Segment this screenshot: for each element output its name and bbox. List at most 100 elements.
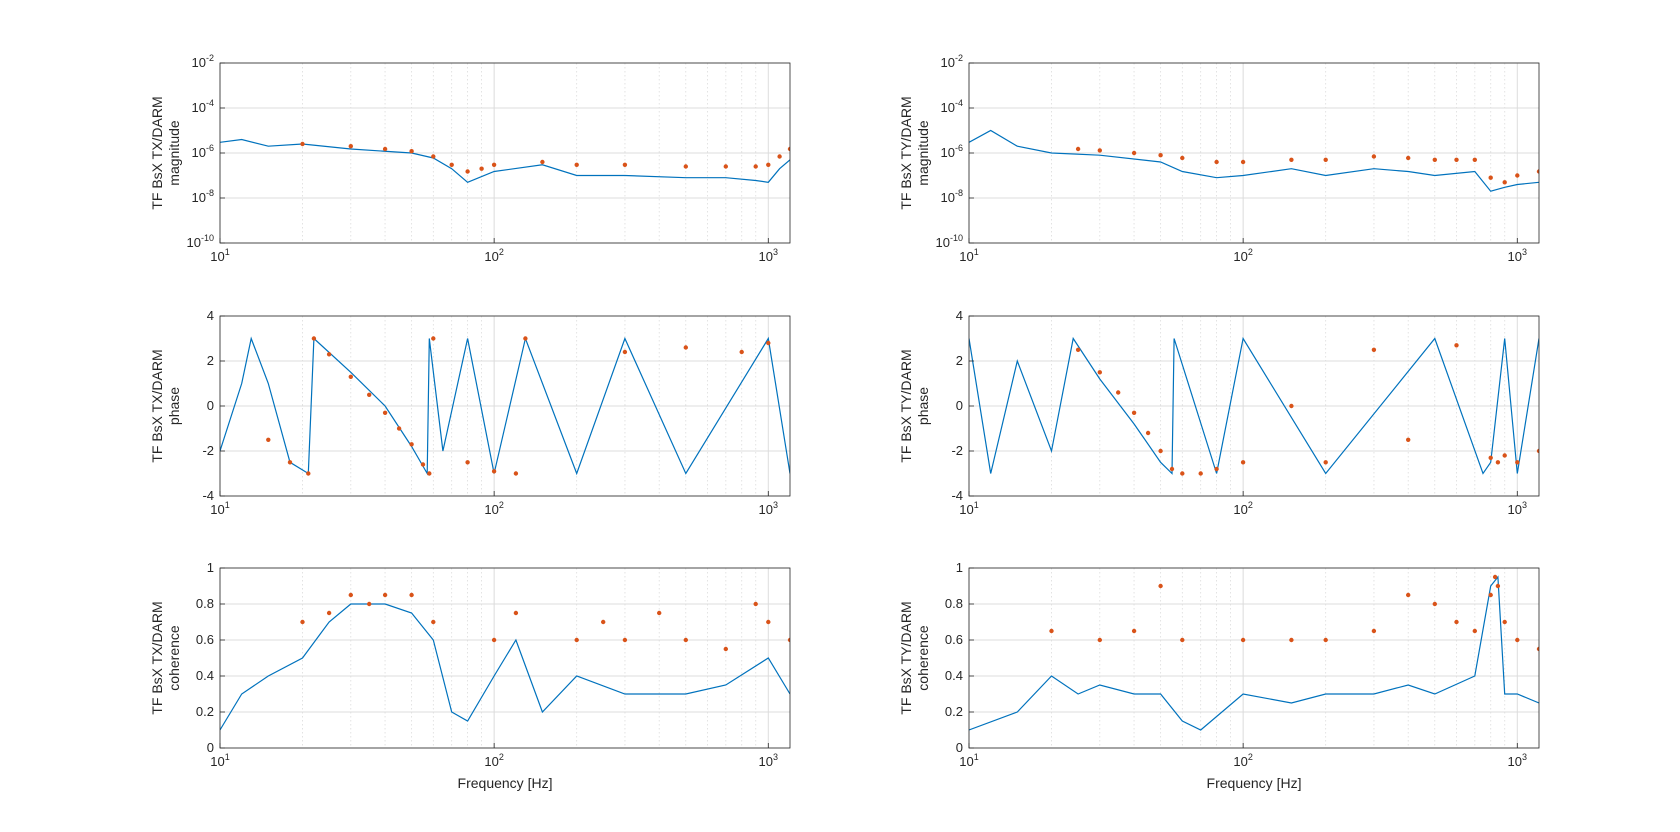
data-point: [1432, 157, 1438, 162]
data-point: [574, 162, 579, 167]
data-point: [1240, 159, 1246, 165]
series-line: [969, 336, 1539, 475]
y-tick-label: 1: [956, 560, 963, 575]
y-tick-label: 0: [956, 398, 963, 413]
x-tick-label: 102: [1233, 500, 1252, 517]
data-point: [1158, 583, 1163, 589]
series-markers: [300, 141, 790, 174]
data-point: [326, 352, 332, 357]
series-line: [969, 129, 1539, 192]
y-axis-label: TF BsX TY/DARMphase: [898, 349, 931, 462]
data-point: [601, 619, 606, 625]
data-point: [348, 592, 353, 598]
series-line: [969, 575, 1539, 731]
y-tick-label: -4: [951, 488, 963, 503]
data-point: [1502, 180, 1507, 185]
data-point: [523, 336, 528, 341]
subplot-tx-phase: 101 102 103 -4 -2 0 2 4 TF BsX TX/DARMphase: [149, 308, 791, 517]
data-point: [1180, 637, 1185, 643]
data-point: [1371, 347, 1377, 352]
data-point: [465, 169, 470, 174]
y-tick-label: -4: [202, 488, 214, 503]
subplot-tx-coherence: 101 102 103 0 0.2 0.4 0.6 0.8 1 TF BsX TX/DARMcoh…: [149, 560, 791, 791]
data-point: [622, 637, 628, 643]
data-point: [1515, 637, 1520, 643]
series-markers: [266, 336, 771, 476]
data-point: [1169, 466, 1175, 472]
data-point: [1502, 453, 1507, 458]
data-point: [409, 592, 414, 598]
y-tick-label: 1: [207, 560, 214, 575]
data-point: [491, 162, 497, 167]
data-point: [1131, 628, 1137, 634]
y-tick-label: -2: [202, 443, 214, 458]
y-tick-label: 10-4: [941, 98, 963, 115]
data-point: [1180, 471, 1185, 476]
y-tick-label: 0.2: [945, 704, 963, 719]
data-point: [1214, 466, 1219, 472]
y-axis-label: TF BsX TX/DARMcoherence: [149, 601, 182, 714]
subplot-ty-magnitude: 101 102 103 10-10 10-8 10-6 10-4 10-2 TF BsX TY/…: [898, 53, 1540, 264]
data-point: [300, 619, 305, 625]
data-point: [753, 601, 758, 607]
x-tick-label: 103: [759, 247, 778, 264]
data-point: [382, 592, 388, 598]
x-tick-label: 102: [484, 752, 503, 769]
data-point: [1502, 619, 1507, 625]
y-tick-label: 10-10: [936, 233, 963, 250]
data-point: [382, 410, 388, 415]
data-point: [431, 336, 436, 341]
x-tick-label: 102: [484, 500, 503, 517]
data-point: [491, 637, 497, 643]
x-tick-label: 103: [1508, 752, 1527, 769]
data-point: [1495, 460, 1501, 465]
data-point: [367, 601, 372, 607]
x-axis-label: Frequency [Hz]: [458, 775, 553, 791]
data-point: [574, 637, 579, 643]
data-point: [540, 159, 545, 165]
plot-area: [969, 568, 1539, 748]
data-point: [683, 637, 688, 643]
data-point: [1097, 637, 1103, 643]
data-point: [1492, 574, 1498, 580]
x-tick-label: 101: [210, 247, 229, 264]
x-tick-label: 101: [959, 752, 978, 769]
data-point: [1495, 583, 1501, 589]
data-point: [326, 610, 332, 616]
series-line: [969, 129, 1539, 192]
data-point: [1158, 448, 1163, 454]
x-tick-label: 103: [1508, 247, 1527, 264]
data-point: [1289, 403, 1294, 409]
data-point: [1131, 410, 1137, 415]
axes-box: [219, 567, 791, 749]
data-point: [1454, 343, 1459, 348]
y-tick-label: 10-10: [187, 233, 214, 250]
data-point: [777, 154, 782, 159]
y-tick-label: 2: [207, 353, 214, 368]
x-tick-label: 102: [484, 247, 503, 264]
data-point: [513, 471, 519, 476]
data-point: [300, 141, 305, 147]
data-point: [1075, 347, 1081, 352]
subplot-tx-magnitude: 101 102 103 10-10 10-8 10-6 10-4 10-2 TF BsX TX/…: [149, 53, 791, 264]
data-point: [1323, 157, 1328, 162]
data-point: [1323, 637, 1328, 643]
y-tick-label: 4: [956, 308, 963, 323]
x-tick-label: 101: [959, 247, 978, 264]
data-point: [409, 442, 414, 447]
axes-box: [968, 567, 1540, 749]
data-point: [766, 619, 771, 625]
data-point: [787, 146, 790, 152]
series-markers: [1075, 343, 1539, 476]
data-point: [1488, 592, 1493, 598]
data-point: [766, 340, 771, 346]
data-point: [1488, 455, 1493, 460]
y-tick-label: 10-4: [192, 98, 214, 115]
data-point: [1240, 460, 1246, 465]
data-point: [1289, 157, 1294, 162]
y-axis-label: TF BsX TX/DARMphase: [149, 349, 182, 462]
data-point: [513, 610, 519, 616]
y-tick-label: 10-2: [941, 53, 963, 70]
data-point: [311, 336, 317, 341]
